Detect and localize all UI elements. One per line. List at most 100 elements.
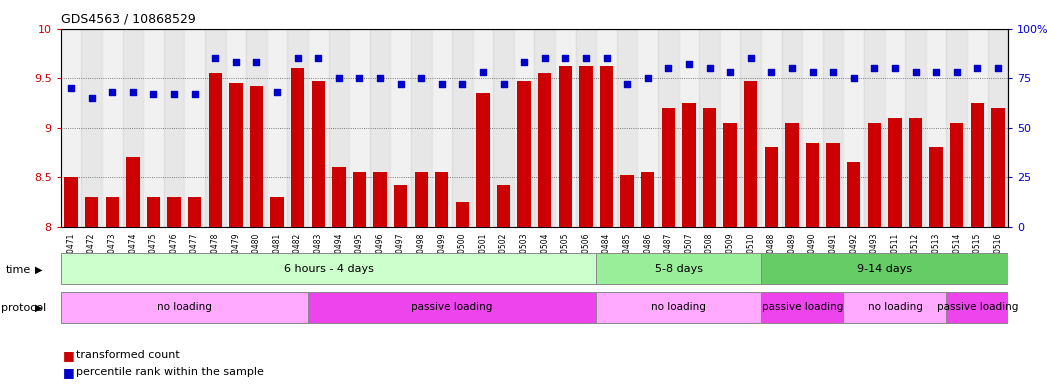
Bar	[597, 29, 617, 227]
Bar	[102, 29, 122, 227]
Point	[804, 69, 821, 75]
Bar	[699, 29, 720, 227]
Bar	[329, 29, 349, 227]
Bar	[864, 29, 885, 227]
Point	[619, 81, 636, 87]
Point	[783, 65, 800, 71]
Bar	[455, 202, 469, 227]
Text: 6 hours - 4 days: 6 hours - 4 days	[284, 264, 374, 274]
Point	[393, 81, 409, 87]
Bar	[106, 197, 119, 227]
Bar	[992, 108, 1005, 227]
Bar	[678, 29, 699, 227]
Text: transformed count: transformed count	[76, 350, 180, 360]
Bar	[885, 29, 906, 227]
Point	[721, 69, 738, 75]
Bar	[61, 29, 82, 227]
Bar	[187, 197, 201, 227]
Point	[742, 55, 759, 61]
Bar	[641, 172, 654, 227]
FancyBboxPatch shape	[61, 253, 597, 284]
Point	[227, 60, 244, 66]
Point	[578, 55, 595, 61]
Bar	[703, 108, 716, 227]
Point	[907, 69, 923, 75]
Point	[825, 69, 842, 75]
Bar	[720, 29, 740, 227]
Bar	[638, 29, 659, 227]
Bar	[493, 29, 514, 227]
Text: no loading: no loading	[157, 302, 211, 312]
Text: no loading: no loading	[651, 302, 706, 312]
Bar	[683, 103, 695, 227]
Point	[146, 91, 162, 97]
Point	[660, 65, 676, 71]
Bar	[229, 83, 243, 227]
Bar	[761, 29, 782, 227]
Point	[165, 91, 182, 97]
Point	[351, 75, 367, 81]
Point	[84, 95, 101, 101]
Bar	[662, 108, 675, 227]
Bar	[785, 123, 799, 227]
Bar	[723, 123, 737, 227]
Bar	[168, 197, 181, 227]
Bar	[621, 175, 633, 227]
Bar	[535, 29, 555, 227]
Bar	[332, 167, 346, 227]
Bar	[600, 66, 614, 227]
Bar	[868, 123, 882, 227]
Bar	[847, 162, 861, 227]
Point	[887, 65, 904, 71]
FancyBboxPatch shape	[61, 292, 308, 323]
Bar	[308, 29, 329, 227]
FancyBboxPatch shape	[844, 292, 946, 323]
Bar	[497, 185, 510, 227]
Bar	[806, 142, 819, 227]
Point	[701, 65, 718, 71]
Bar	[559, 66, 572, 227]
Point	[763, 69, 780, 75]
Bar	[452, 29, 472, 227]
Bar	[764, 147, 778, 227]
Bar	[250, 86, 263, 227]
Bar	[930, 147, 943, 227]
Text: ▶: ▶	[35, 303, 42, 313]
Bar	[82, 29, 102, 227]
Bar	[205, 29, 225, 227]
Bar	[122, 29, 143, 227]
Point	[310, 55, 327, 61]
Bar	[538, 73, 552, 227]
Point	[186, 91, 203, 97]
Bar	[926, 29, 946, 227]
Bar	[287, 29, 308, 227]
Bar	[517, 81, 531, 227]
Bar	[374, 172, 386, 227]
Bar	[415, 172, 428, 227]
Point	[681, 61, 697, 68]
Bar	[394, 185, 407, 227]
Text: no loading: no loading	[868, 302, 922, 312]
FancyBboxPatch shape	[761, 292, 844, 323]
Bar	[391, 29, 410, 227]
Bar	[514, 29, 535, 227]
Bar	[844, 29, 864, 227]
Bar	[353, 172, 366, 227]
Point	[269, 89, 286, 95]
Point	[207, 55, 224, 61]
Point	[640, 75, 656, 81]
FancyBboxPatch shape	[946, 292, 1008, 323]
Bar	[744, 81, 757, 227]
Bar	[126, 157, 139, 227]
Bar	[270, 197, 284, 227]
Text: passive loading: passive loading	[937, 302, 1018, 312]
Bar	[909, 118, 922, 227]
Bar	[143, 29, 163, 227]
Text: 5-8 days: 5-8 days	[654, 264, 703, 274]
FancyBboxPatch shape	[597, 292, 761, 323]
Point	[413, 75, 429, 81]
Bar	[617, 29, 638, 227]
Bar	[431, 29, 452, 227]
Bar	[826, 142, 840, 227]
Bar	[147, 197, 160, 227]
